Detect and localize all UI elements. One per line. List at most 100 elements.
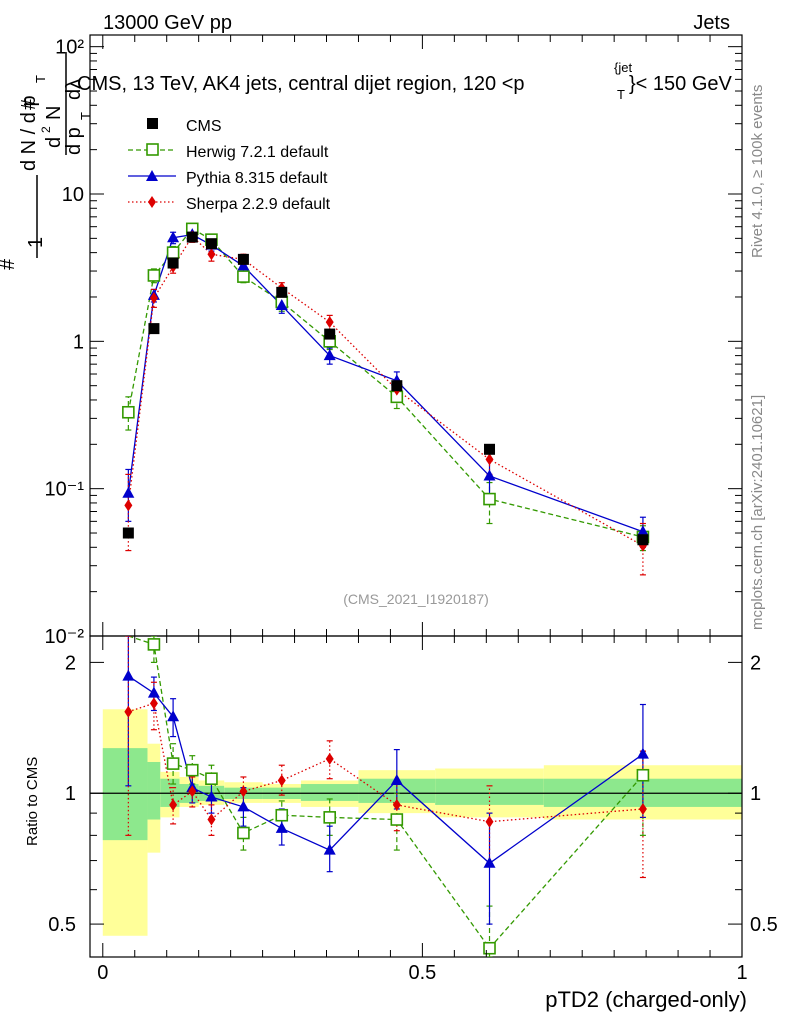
main-title-sup: {jet bbox=[614, 60, 632, 75]
ratio-point-pythia bbox=[275, 821, 288, 833]
main-point-pythia bbox=[636, 525, 649, 537]
main-point-cms bbox=[186, 231, 198, 243]
header-energy-label: 13000 GeV pp bbox=[103, 12, 232, 34]
ratio-point-sherpa bbox=[169, 798, 178, 811]
ratio-point-herwig bbox=[237, 826, 250, 840]
main-line-herwig bbox=[127, 228, 644, 538]
main-point-sherpa bbox=[149, 291, 158, 304]
legend-marker-pythia bbox=[146, 170, 158, 181]
main-point-herwig bbox=[122, 405, 135, 419]
main-point-pythia bbox=[483, 469, 496, 481]
main-point-herwig bbox=[483, 492, 496, 506]
legend-label-sherpa: Sherpa 2.2.9 default bbox=[186, 196, 331, 213]
svg-text:N: N bbox=[43, 106, 65, 120]
ratio-point-sherpa bbox=[239, 785, 248, 798]
main-point-herwig bbox=[166, 246, 180, 259]
ratio-point-sherpa bbox=[207, 813, 216, 826]
main-point-cms bbox=[122, 527, 134, 539]
main-point-pythia bbox=[122, 486, 135, 498]
ratio-point-herwig bbox=[483, 941, 496, 955]
main-title-tail: }< 150 GeV bbox=[629, 73, 733, 95]
ratio-point-pythia bbox=[237, 800, 250, 812]
svg-text:2: 2 bbox=[39, 126, 53, 133]
legend-label-pythia: Pythia 8.315 default bbox=[186, 170, 328, 187]
ratio-ytick-label-right: 0.5 bbox=[750, 914, 778, 936]
ratio-point-herwig bbox=[185, 763, 199, 777]
main-title-sub: T bbox=[617, 87, 625, 102]
ratio-point-sherpa bbox=[325, 752, 334, 765]
main-ytick-label: 10⁻¹ bbox=[45, 479, 85, 501]
ratio-point-sherpa bbox=[392, 798, 401, 811]
ratio-point-sherpa bbox=[638, 802, 647, 815]
rivet-version-label: Rivet 4.1.0, ≥ 100k events bbox=[749, 85, 766, 258]
analysis-watermark: (CMS_2021_I1920187) bbox=[343, 591, 489, 607]
xtick-label: 0 bbox=[97, 962, 108, 984]
main-point-cms bbox=[237, 253, 249, 265]
xtick-label: 1 bbox=[736, 962, 747, 984]
main-point-pythia bbox=[323, 349, 336, 361]
main-line-sherpa bbox=[127, 235, 644, 547]
xaxis-label: pTD2 (charged-only) bbox=[545, 987, 747, 1012]
legend: CMS Herwig 7.2.1 default Pythia 8.315 de… bbox=[128, 118, 331, 213]
ratio-ytick-label: 1 bbox=[65, 783, 76, 805]
ratio-point-sherpa bbox=[188, 785, 197, 798]
main-point-sherpa bbox=[124, 499, 133, 512]
header-jets-label: Jets bbox=[693, 12, 730, 34]
svg-text:dλ: dλ bbox=[63, 79, 85, 100]
main-point-cms bbox=[205, 238, 217, 250]
ratio-point-pythia bbox=[323, 843, 336, 855]
legend-marker-sherpa bbox=[148, 196, 156, 208]
main-point-herwig bbox=[237, 270, 250, 283]
ratio-band-inner bbox=[102, 748, 148, 841]
main-point-sherpa bbox=[485, 453, 494, 466]
ratio-point-sherpa bbox=[277, 774, 286, 787]
mcplots-reference-label: mcplots.cern.ch [arXiv:2401.10621] bbox=[749, 395, 766, 630]
ratio-point-sherpa bbox=[149, 697, 158, 710]
ratio-ytick-label-right: 2 bbox=[750, 652, 761, 674]
legend-label-herwig: Herwig 7.2.1 default bbox=[186, 144, 329, 161]
main-title-text: CMS, 13 TeV, AK4 jets, central dijet reg… bbox=[77, 73, 525, 95]
main-point-cms bbox=[484, 443, 496, 455]
main-ylabel: # 1 d N / d p T # d 2 N d p T dλ bbox=[0, 52, 93, 270]
svg-text:#: # bbox=[0, 258, 19, 270]
ratio-point-herwig bbox=[147, 638, 161, 651]
main-point-cms bbox=[391, 380, 403, 392]
svg-text:T: T bbox=[78, 112, 93, 120]
main-point-pythia bbox=[167, 231, 180, 243]
ratio-ytick-label-right: 1 bbox=[750, 783, 761, 805]
ratio-series-group bbox=[122, 636, 650, 957]
main-point-cms bbox=[148, 323, 160, 335]
main-ytick-label: 10 bbox=[62, 184, 84, 206]
ratio-ytick-label: 2 bbox=[65, 652, 76, 674]
main-title: CMS, 13 TeV, AK4 jets, central dijet reg… bbox=[77, 60, 733, 102]
ratio-point-pythia bbox=[390, 773, 403, 785]
main-point-cms bbox=[637, 534, 649, 546]
ratio-point-pythia bbox=[167, 710, 180, 722]
main-ytick-label: 1 bbox=[73, 331, 84, 353]
svg-text:T: T bbox=[33, 75, 48, 83]
legend-marker-cms bbox=[147, 118, 158, 129]
legend-marker-herwig bbox=[146, 143, 159, 156]
main-ytick-label: 10⁻² bbox=[45, 626, 85, 648]
ratio-point-herwig bbox=[390, 813, 404, 826]
ratio-point-sherpa bbox=[485, 815, 494, 828]
main-point-cms bbox=[276, 286, 288, 298]
main-point-cms bbox=[324, 328, 336, 340]
main-point-pythia bbox=[275, 299, 288, 311]
ratio-point-pythia bbox=[636, 747, 649, 759]
ratio-band-inner bbox=[147, 761, 161, 820]
ratio-point-herwig bbox=[636, 768, 650, 782]
ratio-point-herwig bbox=[166, 757, 180, 770]
main-ytick-label: 10² bbox=[55, 37, 84, 59]
main-point-herwig bbox=[147, 269, 161, 282]
ratio-point-pythia bbox=[205, 790, 218, 802]
ratio-point-herwig bbox=[275, 808, 289, 822]
ratio-ylabel: Ratio to CMS bbox=[24, 757, 41, 846]
svg-text:1: 1 bbox=[25, 237, 47, 248]
ratio-point-herwig bbox=[205, 772, 218, 786]
svg-text:d p: d p bbox=[63, 127, 85, 155]
ratio-point-herwig bbox=[323, 811, 337, 824]
legend-label-cms: CMS bbox=[186, 118, 222, 135]
main-point-sherpa bbox=[325, 316, 334, 329]
